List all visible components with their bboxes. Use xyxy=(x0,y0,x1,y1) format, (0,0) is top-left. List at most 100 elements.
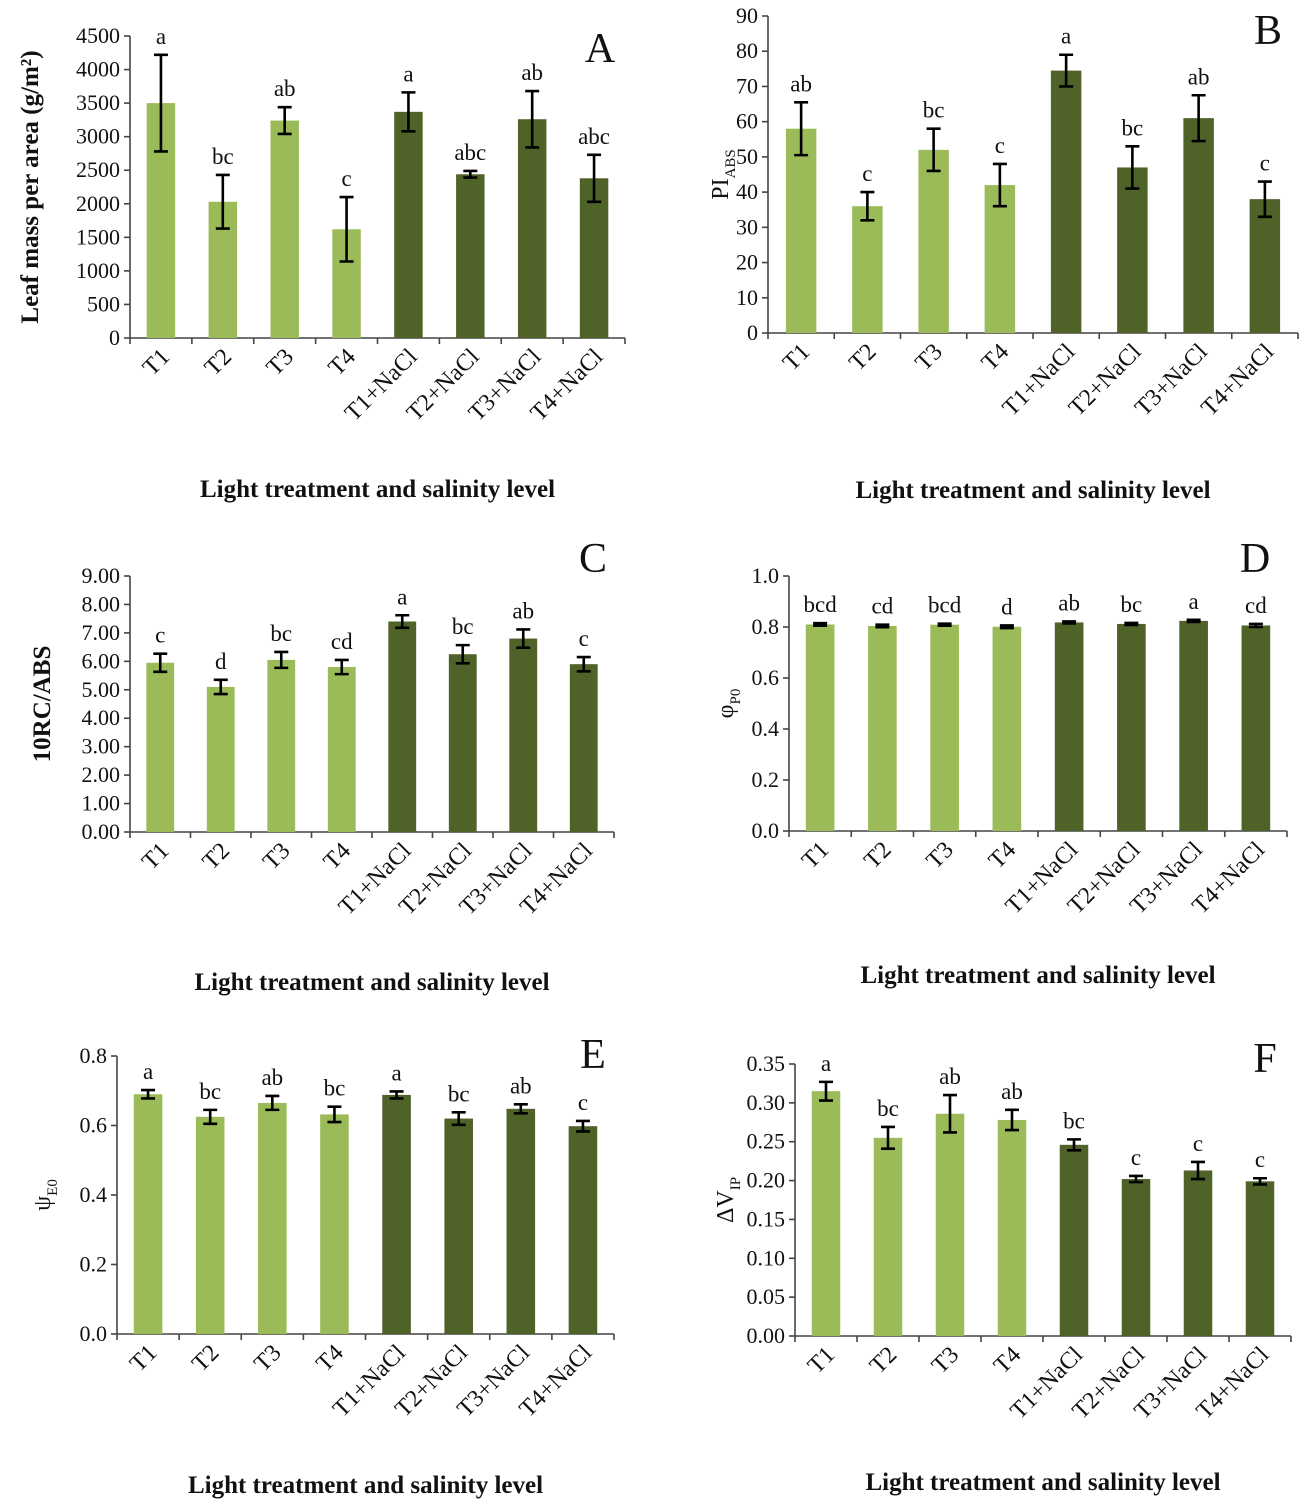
x-axis-title: Light treatment and salinity level xyxy=(860,962,1215,989)
error-bar xyxy=(463,169,478,179)
significance-letter: c xyxy=(578,1090,588,1115)
bar-t4 xyxy=(992,626,1022,831)
significance-letter: bcd xyxy=(804,592,838,617)
bar-t4-nacl xyxy=(579,178,609,338)
error-bar xyxy=(516,628,531,649)
bar-t1 xyxy=(785,128,817,333)
y-tick-label: 0.10 xyxy=(747,1245,786,1270)
chart-panel-d: 0.00.20.40.60.81.0bcdT1cdT2bcdT3dT4abT1+… xyxy=(713,536,1288,989)
y-tick-label: 9.00 xyxy=(82,563,121,588)
y-tick-label: 0.00 xyxy=(747,1323,786,1348)
error-bar xyxy=(1067,1138,1081,1152)
significance-letter: ab xyxy=(521,60,543,85)
bar-t3 xyxy=(270,120,299,338)
significance-letter: bc xyxy=(1063,1108,1085,1133)
bar-t3-nacl xyxy=(1183,1170,1213,1336)
error-bar xyxy=(339,195,354,263)
bar-t3-nacl xyxy=(1183,118,1214,334)
x-tick-label: T2 xyxy=(859,837,896,874)
bar-t4 xyxy=(984,185,1016,333)
bar-t3 xyxy=(258,1102,287,1334)
significance-letter: abc xyxy=(454,140,486,165)
y-tick-label: 20 xyxy=(736,250,758,275)
y-axis-title: 10RC/ABS xyxy=(29,646,56,763)
x-tick-label: T1 xyxy=(125,1340,162,1377)
x-tick-label: T1 xyxy=(137,838,174,875)
error-bar xyxy=(203,1108,218,1126)
error-bar xyxy=(153,53,168,153)
x-tick-label: T2 xyxy=(187,1340,224,1377)
x-tick-label: T1 xyxy=(803,1342,840,1379)
bar-t2 xyxy=(195,1116,225,1334)
y-tick-label: 50 xyxy=(736,144,758,169)
x-tick-label: T4 xyxy=(311,1340,348,1377)
error-bar xyxy=(513,1103,528,1115)
significance-letter: c xyxy=(1193,1131,1203,1156)
significance-letter: ab xyxy=(1058,590,1080,615)
error-bar xyxy=(1253,1176,1267,1186)
y-tick-label: 6.00 xyxy=(82,648,121,673)
y-axis-title: Leaf mass per area (g/m²) xyxy=(17,50,44,323)
significance-letter: c xyxy=(1131,1145,1141,1170)
bar-t2 xyxy=(868,625,897,831)
bar-t3 xyxy=(918,149,949,333)
significance-letter: c xyxy=(1260,151,1270,176)
significance-letter: ab xyxy=(1001,1079,1023,1104)
y-tick-label: 40 xyxy=(736,179,758,204)
error-bar xyxy=(937,622,952,628)
bar-t4-nacl xyxy=(1245,1181,1275,1336)
bar-t3-nacl xyxy=(506,1108,536,1334)
x-tick-label: T4+NaCl xyxy=(1196,339,1279,422)
y-tick-label: 2000 xyxy=(76,191,120,216)
error-bar xyxy=(794,100,809,157)
bar-t1-nacl xyxy=(1054,622,1084,831)
significance-letter: c xyxy=(155,623,165,648)
x-tick-label: T4 xyxy=(319,838,356,875)
y-tick-label: 30 xyxy=(736,214,758,239)
significance-letter: a xyxy=(403,61,413,86)
y-tick-label: 0.6 xyxy=(80,1113,108,1138)
significance-letter: a xyxy=(1189,589,1199,614)
error-bar xyxy=(943,1093,957,1134)
significance-letter: bc xyxy=(448,1081,470,1106)
x-tick-label: T3 xyxy=(249,1340,286,1377)
error-bar xyxy=(575,1119,590,1133)
bar-t1-nacl xyxy=(1059,1144,1089,1336)
bar-t3-nacl xyxy=(509,638,538,832)
bar-t4-nacl xyxy=(569,664,598,832)
significance-letter: a xyxy=(1061,24,1071,49)
significance-letter: d xyxy=(215,649,227,674)
significance-letter: bc xyxy=(199,1079,221,1104)
bar-t3 xyxy=(935,1113,965,1336)
significance-letter: a xyxy=(156,24,166,49)
y-tick-label: 10 xyxy=(736,285,758,310)
bar-t4 xyxy=(997,1119,1027,1336)
y-tick-label: 4.00 xyxy=(82,705,121,730)
error-bar xyxy=(395,613,410,630)
x-tick-label: T3 xyxy=(911,339,948,376)
error-bar xyxy=(860,190,875,222)
error-bar xyxy=(213,678,228,696)
x-axis-title: Light treatment and salinity level xyxy=(194,969,549,996)
y-tick-label: 0.2 xyxy=(80,1252,108,1277)
x-tick-label: T4 xyxy=(324,344,361,381)
error-bar xyxy=(1186,618,1201,624)
error-bar xyxy=(525,89,540,149)
x-tick-label: T1 xyxy=(778,339,815,376)
y-tick-label: 4500 xyxy=(76,23,120,48)
significance-letter: c xyxy=(862,161,872,186)
panel-letter: F xyxy=(1253,1036,1276,1082)
error-bar xyxy=(819,1080,833,1102)
x-tick-label: T1 xyxy=(138,344,175,381)
bar-t4 xyxy=(327,667,356,832)
x-tick-label: T2 xyxy=(198,838,235,875)
y-tick-label: 500 xyxy=(87,291,120,316)
y-tick-label: 60 xyxy=(736,109,758,134)
y-tick-label: 0.8 xyxy=(752,614,780,639)
error-bar xyxy=(401,91,416,133)
significance-letter: bc xyxy=(1121,592,1143,617)
significance-letter: ab xyxy=(510,1073,532,1098)
y-tick-label: 0.8 xyxy=(80,1043,108,1068)
y-tick-label: 0.15 xyxy=(747,1206,786,1231)
x-tick-label: T2 xyxy=(865,1342,902,1379)
